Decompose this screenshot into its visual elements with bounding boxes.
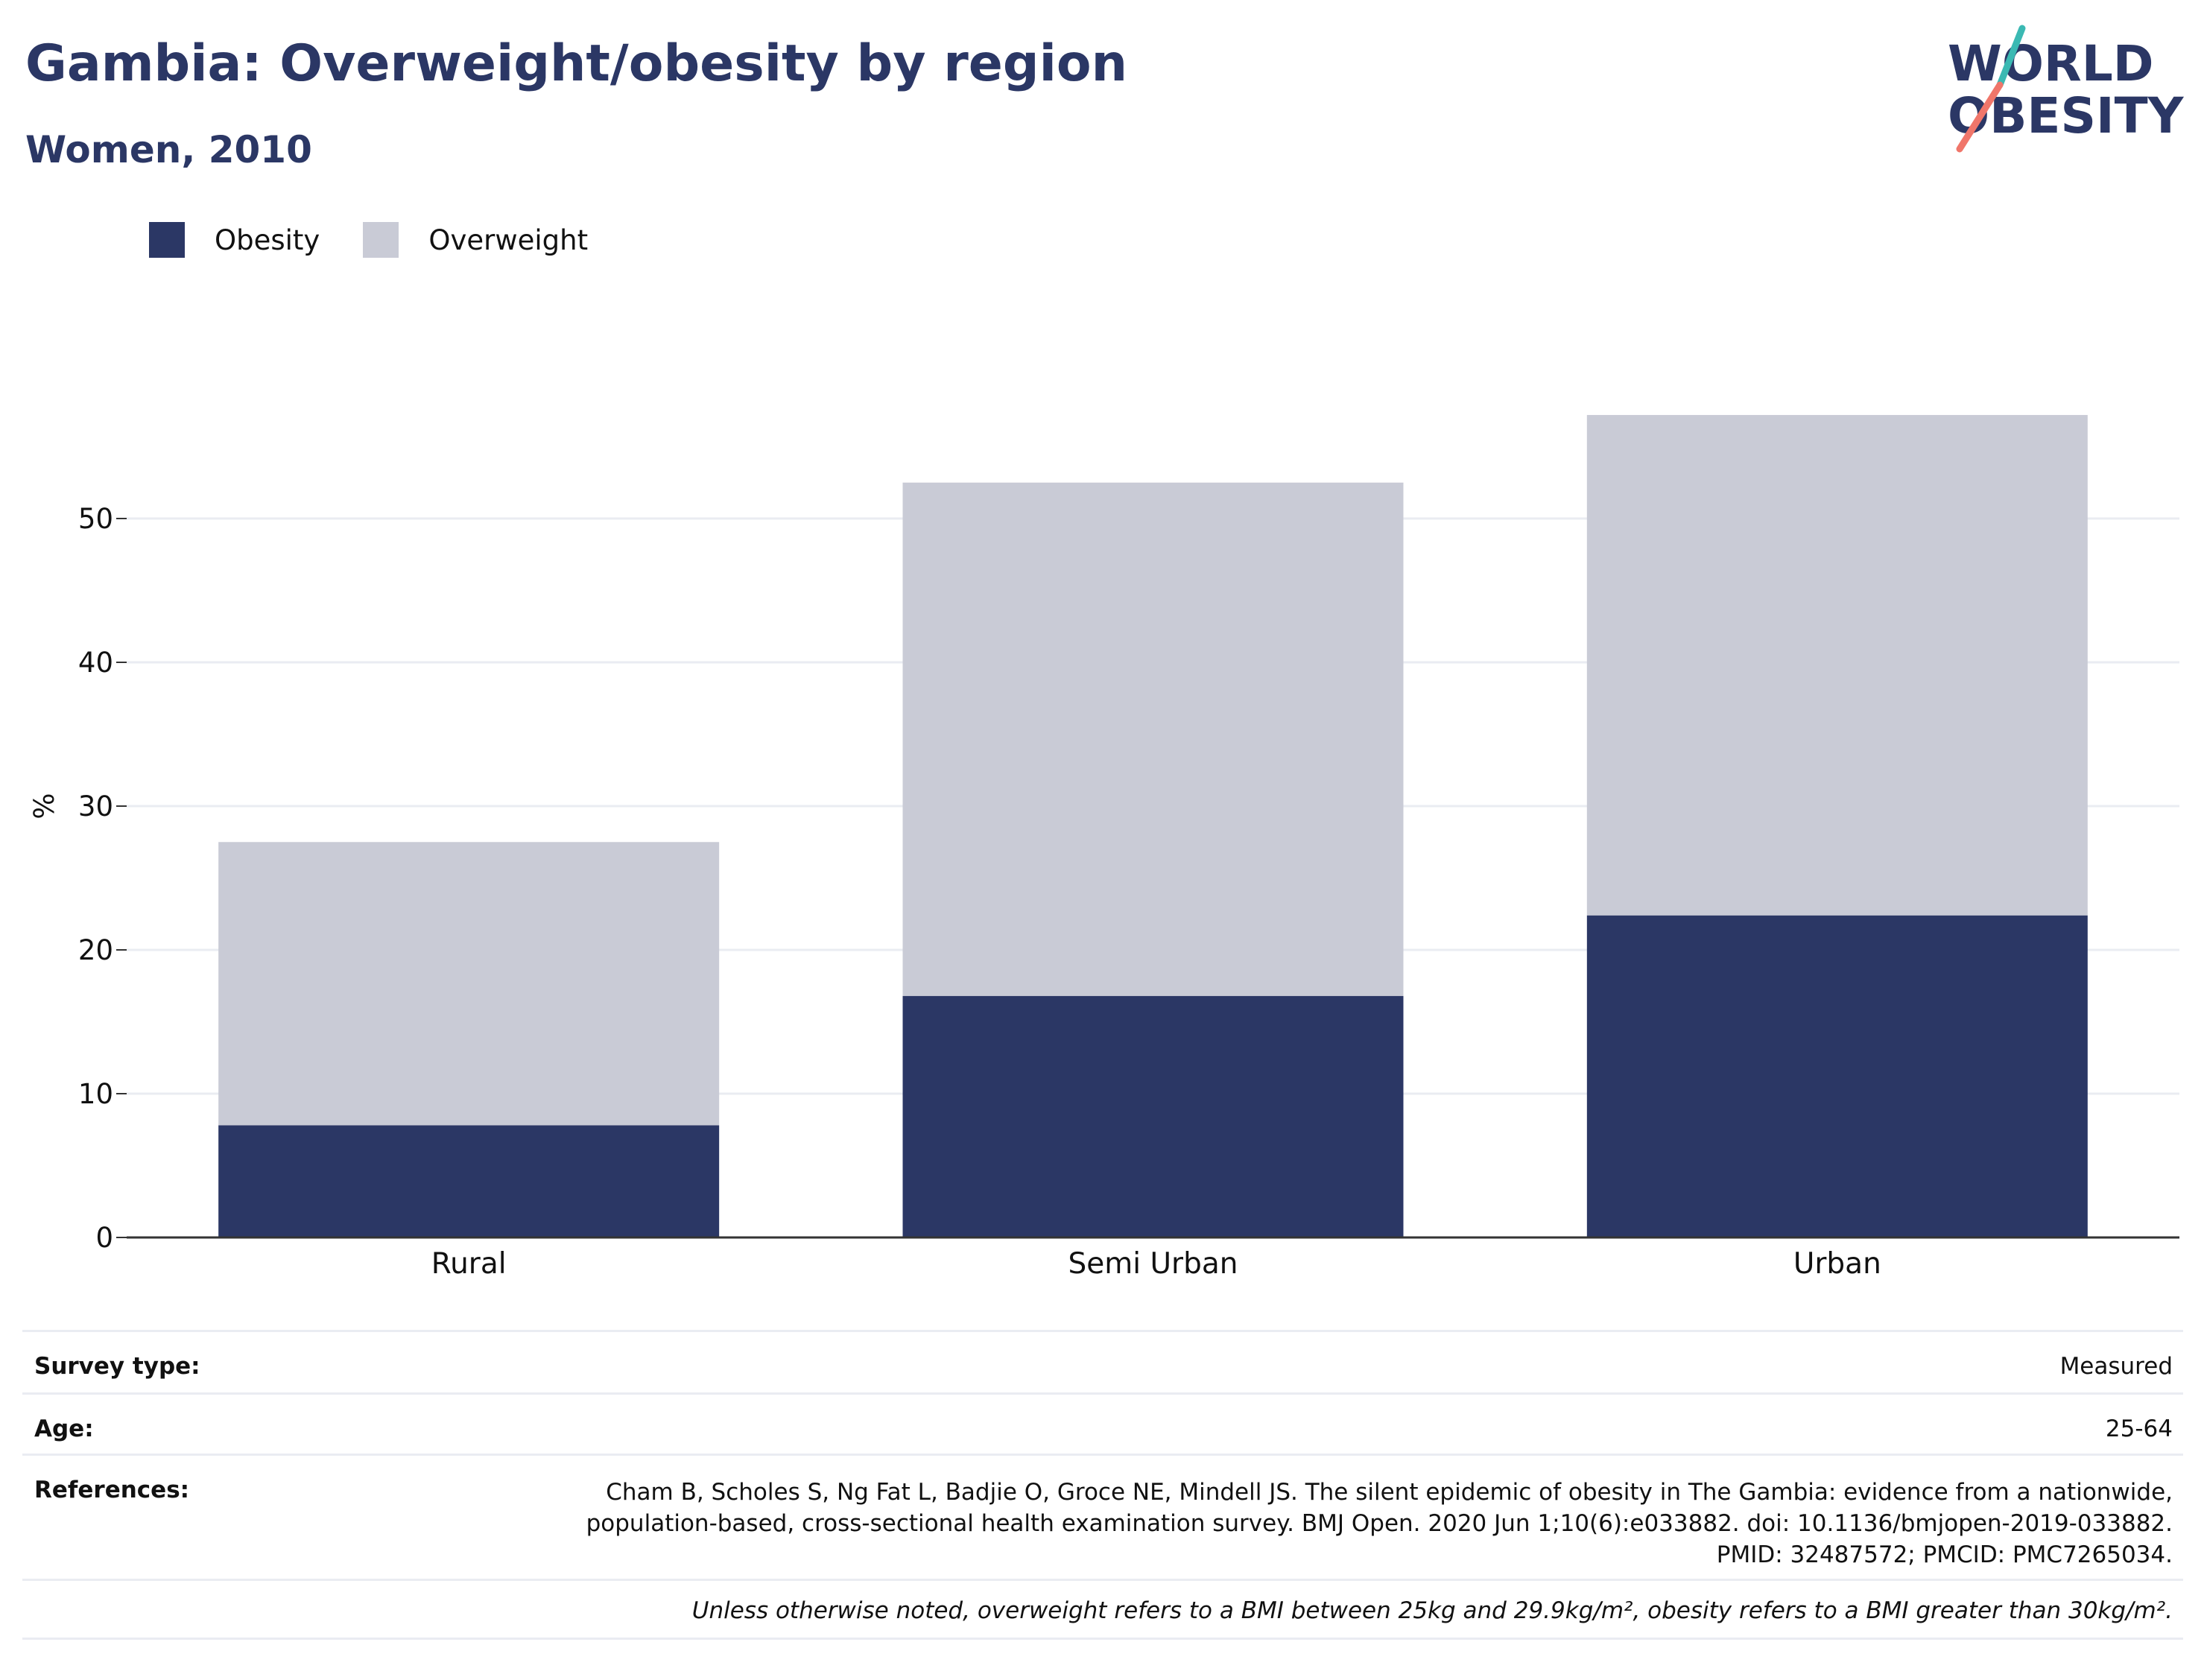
y-tick-label: 30 (78, 790, 113, 822)
info-table: Survey type: Measured Age: 25-64 Referen… (22, 1330, 2183, 1640)
legend-label-overweight: Overweight (428, 224, 589, 256)
legend-item-overweight[interactable]: Overweight (363, 222, 588, 258)
chart-title: Gambia: Overweight/obesity by region (25, 34, 1127, 93)
bar-overweight-rural (218, 842, 720, 1126)
x-tick-label: Semi Urban (1068, 1247, 1238, 1281)
legend-swatch-overweight (363, 222, 399, 258)
y-tick-label: 50 (78, 503, 113, 535)
references-row: References: Cham B, Scholes S, Ng Fat L,… (22, 1454, 2183, 1579)
definition-note-row: Unless otherwise noted, overweight refer… (22, 1579, 2183, 1640)
y-tick-label: 40 (78, 647, 113, 679)
bar-chart: 0 10 20 30 40 50% Rural Semi Urban Urban (28, 415, 2179, 1281)
survey-type-row: Survey type: Measured (22, 1330, 2183, 1392)
definition-note: Unless otherwise noted, overweight refer… (691, 1597, 2173, 1624)
bar-obesity-rural (218, 1125, 720, 1237)
references-label: References: (34, 1477, 190, 1503)
y-tick-label: 20 (78, 934, 113, 966)
references-value: Cham B, Scholes S, Ng Fat L, Badjie O, G… (586, 1479, 2173, 1568)
svg-text:WORLD: WORLD (1948, 35, 2154, 92)
age-value: 25-64 (2105, 1416, 2173, 1442)
chart-subtitle: Women, 2010 (25, 128, 312, 171)
bar-overweight-semi-urban (902, 482, 1404, 996)
y-axis-label: % (28, 793, 60, 819)
age-label: Age: (34, 1416, 94, 1442)
svg-text:OBESITY: OBESITY (1948, 87, 2185, 145)
y-tick-label: 0 (95, 1222, 113, 1254)
x-tick-label: Urban (1793, 1247, 1881, 1281)
survey-type-label: Survey type: (34, 1353, 200, 1380)
y-tick-label: 10 (78, 1078, 113, 1110)
legend-label-obesity: Obesity (215, 224, 320, 256)
bar-overweight-urban (1586, 415, 2088, 916)
bar-obesity-semi-urban (902, 995, 1404, 1237)
legend-swatch-obesity (149, 222, 185, 258)
bar-obesity-urban (1586, 915, 2088, 1237)
survey-type-value: Measured (2059, 1353, 2173, 1380)
chart-legend: Obesity Overweight (149, 222, 631, 258)
world-obesity-logo: WORLD OBESITY (1948, 25, 2185, 153)
legend-item-obesity[interactable]: Obesity (149, 222, 320, 258)
x-tick-label: Rural (431, 1247, 507, 1281)
age-row: Age: 25-64 (22, 1392, 2183, 1454)
